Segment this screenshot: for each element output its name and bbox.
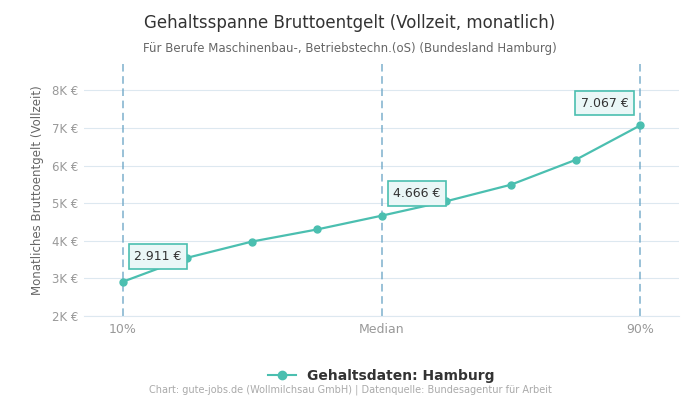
- Text: 4.666 €: 4.666 €: [393, 187, 440, 200]
- Text: Gehaltsspanne Bruttoentgelt (Vollzeit, monatlich): Gehaltsspanne Bruttoentgelt (Vollzeit, m…: [144, 14, 556, 32]
- Text: Für Berufe Maschinenbau-, Betriebstechn.(oS) (Bundesland Hamburg): Für Berufe Maschinenbau-, Betriebstechn.…: [143, 42, 557, 55]
- Text: 2.911 €: 2.911 €: [134, 250, 182, 263]
- Legend: Gehaltsdaten: Hamburg: Gehaltsdaten: Hamburg: [262, 363, 500, 388]
- Text: Chart: gute-jobs.de (Wollmilchsau GmbH) | Datenquelle: Bundesagentur für Arbeit: Chart: gute-jobs.de (Wollmilchsau GmbH) …: [148, 385, 552, 395]
- Y-axis label: Monatliches Bruttoentgelt (Vollzeit): Monatliches Bruttoentgelt (Vollzeit): [31, 85, 43, 295]
- Text: 7.067 €: 7.067 €: [581, 97, 629, 110]
